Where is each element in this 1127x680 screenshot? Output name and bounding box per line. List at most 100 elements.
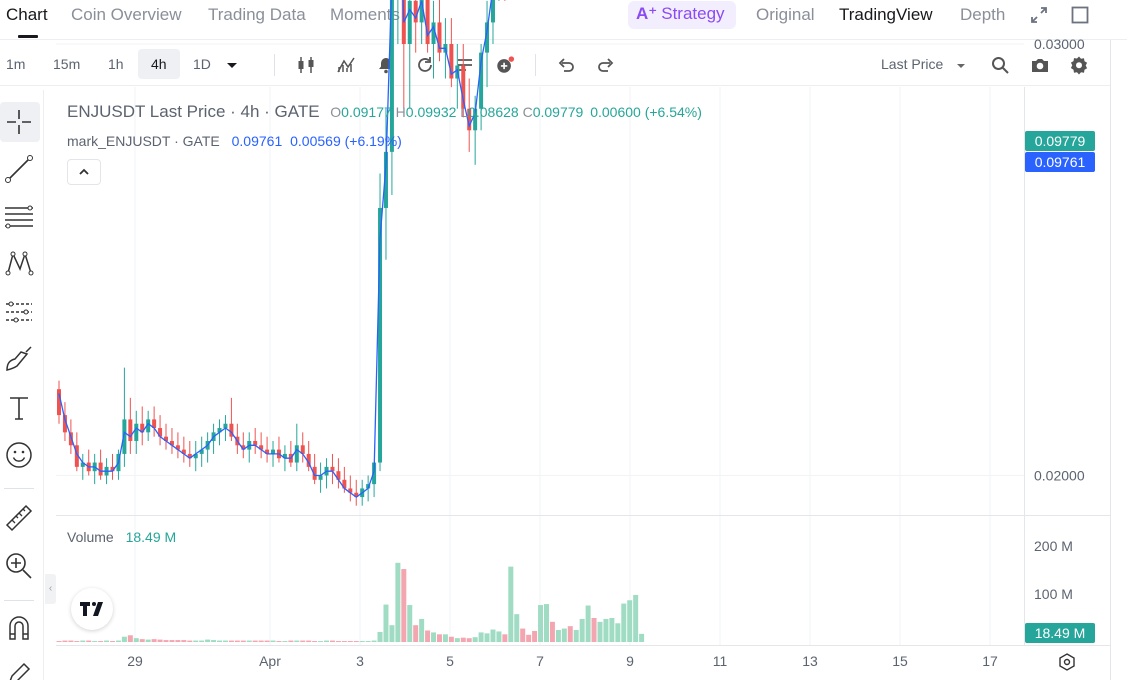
window-icon[interactable] [1071, 6, 1089, 24]
chevron-down-icon[interactable] [956, 61, 966, 71]
volume-bar [228, 640, 234, 642]
prediction-icon[interactable] [4, 297, 34, 327]
expand-icon[interactable] [1030, 6, 1048, 24]
view-original[interactable]: Original [756, 5, 815, 24]
candle-body [378, 207, 383, 463]
chevron-down-icon[interactable] [224, 57, 240, 73]
search-icon[interactable] [990, 55, 1010, 75]
timeframe-15m[interactable]: 15m [53, 56, 81, 72]
brush-icon[interactable] [4, 344, 34, 374]
gear-icon[interactable] [1069, 55, 1089, 75]
volume-bar [205, 639, 211, 642]
volume-bar [627, 600, 633, 642]
redo-icon[interactable] [596, 55, 616, 75]
emoji-icon[interactable] [4, 440, 34, 470]
volume-bar [502, 634, 508, 642]
price-type-select[interactable]: Last Price [881, 56, 944, 72]
tab-coin-overview[interactable]: Coin Overview [71, 5, 182, 24]
volume-bar [341, 641, 347, 642]
text-icon[interactable] [4, 393, 34, 423]
time-axis-label: Apr [259, 653, 281, 669]
candle-body [57, 389, 61, 416]
low-value: 0.08628 [468, 104, 519, 120]
timeframe-1m[interactable]: 1m [6, 56, 26, 72]
tab-moments[interactable]: Moments [330, 5, 400, 24]
pattern-icon[interactable] [4, 249, 34, 279]
toolbar-divider [4, 600, 34, 601]
time-axis-label: 15 [892, 653, 908, 669]
view-depth[interactable]: Depth [960, 5, 1006, 24]
magnet-icon[interactable] [4, 613, 34, 643]
volume-bar [104, 640, 110, 642]
candle-body [437, 22, 442, 53]
zoom-in-icon[interactable] [4, 551, 34, 581]
volume-bar [448, 636, 454, 642]
volume-bar [335, 641, 341, 642]
price-axis-label: 0.02000 [1034, 468, 1085, 484]
low-label: L [460, 104, 469, 120]
volume-bar [371, 640, 377, 642]
volume-bar [74, 641, 80, 642]
add-plus-icon[interactable] [495, 55, 515, 75]
high-value: 0.09932 [405, 104, 457, 120]
candle-body [282, 453, 287, 459]
volume-bar [139, 639, 145, 642]
volume-bar [365, 641, 371, 642]
timeframe-1d[interactable]: 1D [193, 56, 211, 72]
volume-bar [98, 641, 104, 642]
settings-hexagon-icon[interactable] [1059, 653, 1075, 671]
candle-body [449, 44, 454, 79]
chevron-up-icon [79, 168, 89, 175]
volume-bar [484, 633, 490, 642]
strategy-button[interactable]: A⁺ Strategy [628, 1, 736, 29]
candle-body [122, 419, 127, 454]
candle-body [164, 436, 169, 441]
timeframe-4h[interactable]: 4h [151, 56, 167, 72]
fib-retracement-icon[interactable] [4, 202, 34, 232]
volume-bar [508, 566, 514, 642]
collapse-legend-button[interactable] [67, 159, 101, 185]
candle-body [467, 108, 472, 131]
time-axis-label: 7 [536, 653, 544, 669]
replay-icon[interactable] [415, 55, 435, 75]
volume-bar [395, 562, 401, 642]
ruler-icon[interactable] [4, 503, 34, 533]
volume-bar [478, 632, 484, 642]
open-label: O [330, 104, 342, 120]
volume-bar [80, 640, 86, 642]
last-price-tag: 0.09779 [1025, 131, 1095, 151]
pencil-icon[interactable] [4, 660, 34, 680]
candle-body [342, 479, 347, 489]
candle-body [259, 445, 264, 450]
open-value: 0.09177 [341, 104, 392, 120]
tab-trading-data[interactable]: Trading Data [208, 5, 306, 24]
camera-icon[interactable] [1030, 55, 1050, 75]
tradingview-logo[interactable] [71, 588, 113, 630]
volume-bar [567, 626, 573, 642]
chart-toolbar: 1m 15m 1h 4h 1D Last Price [0, 44, 1110, 86]
volume-bar [56, 641, 62, 642]
candle-body [68, 432, 73, 446]
view-tradingview[interactable]: TradingView [839, 5, 933, 24]
volume-legend: Volume 18.49 M [67, 529, 176, 545]
timeframe-1h[interactable]: 1h [108, 56, 124, 72]
candle-body [187, 453, 192, 459]
candles-icon[interactable] [296, 55, 316, 75]
candle-body [413, 0, 418, 23]
volume-axis-label: 200 M [1034, 538, 1073, 554]
candle-body [217, 428, 222, 433]
candle-body [181, 449, 186, 454]
volume-axis-label: 100 M [1034, 586, 1073, 602]
mark-label: mark_ENJUSDT · GATE [67, 133, 220, 149]
volume-bar [187, 640, 193, 642]
tab-chart[interactable]: Chart [6, 5, 48, 24]
trend-line-icon[interactable] [4, 154, 34, 184]
indicators-icon[interactable] [336, 55, 356, 75]
volume-bar [615, 623, 621, 642]
collapse-toolbar-chevron-icon[interactable]: ‹ [45, 574, 56, 604]
undo-icon[interactable] [556, 55, 576, 75]
crosshair-icon[interactable] [4, 107, 34, 137]
price-axis: 0.100000.090000.080000.070000.060000.050… [1034, 36, 1085, 484]
volume-bar [543, 604, 549, 642]
